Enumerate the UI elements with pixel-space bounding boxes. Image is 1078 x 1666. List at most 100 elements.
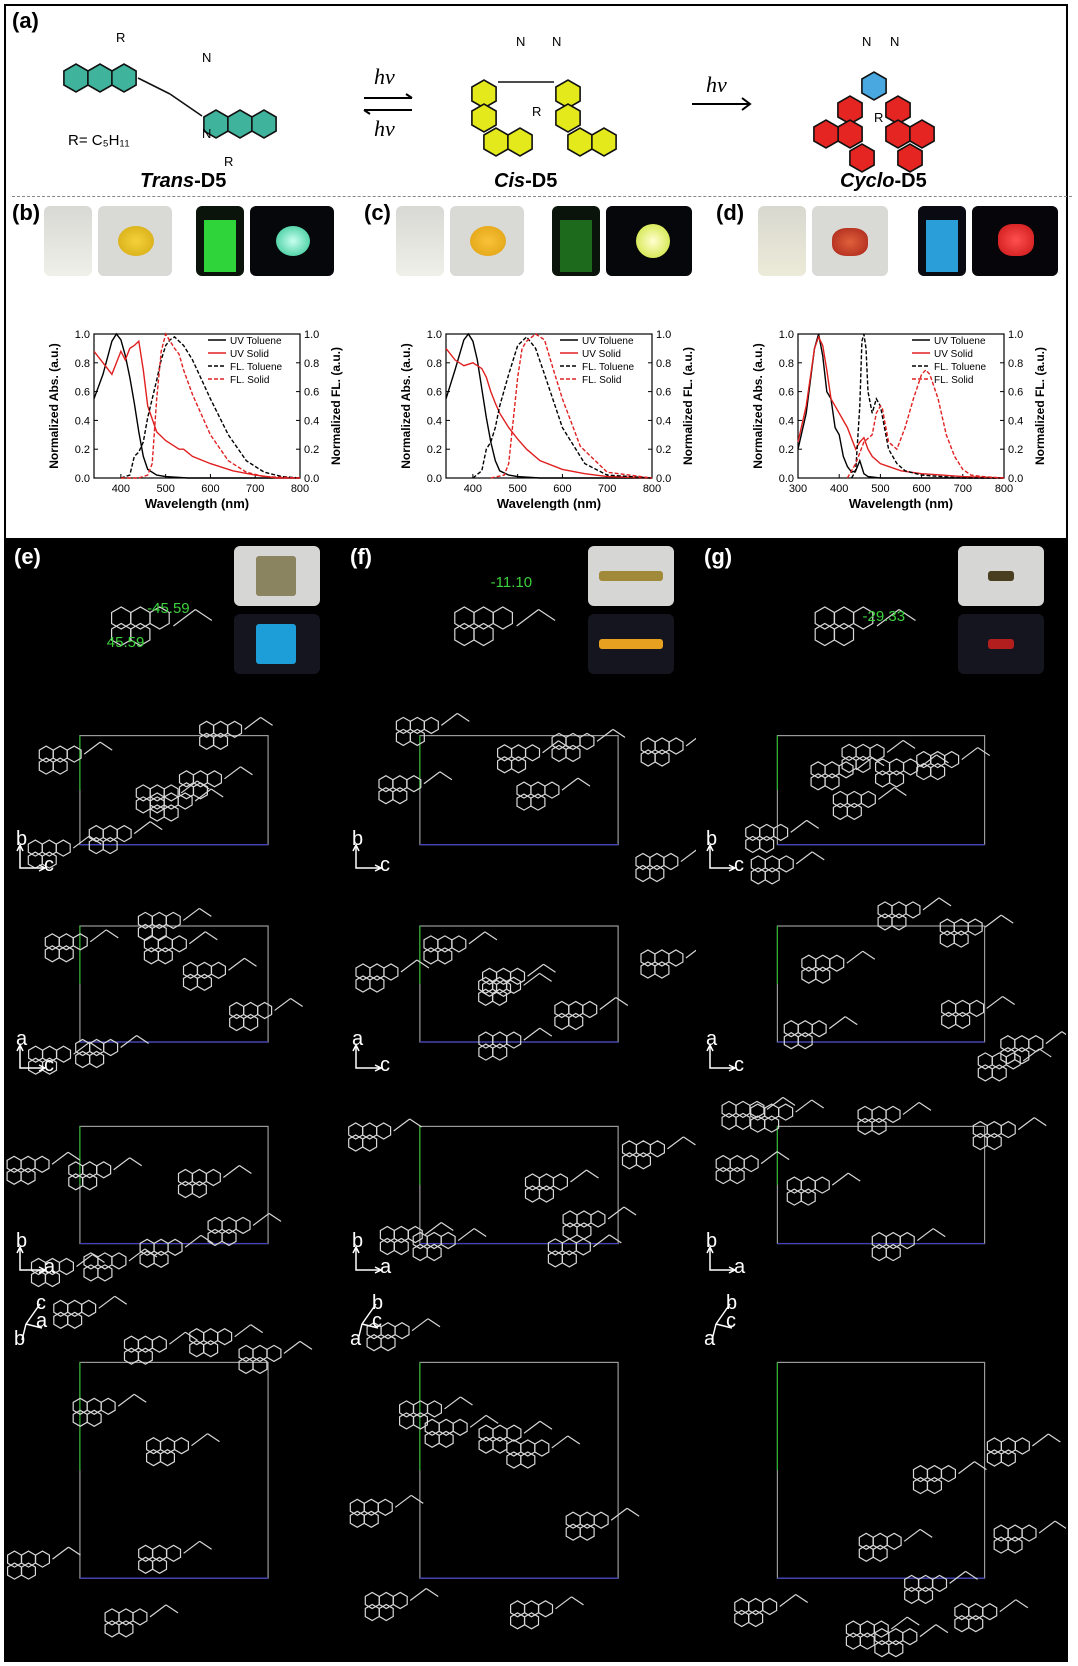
axis-label-horizontal: c: [734, 1054, 744, 1076]
alkyl-chain: [188, 931, 206, 945]
molecule-ring: [773, 823, 789, 842]
y-tick-label: 0.0: [779, 473, 794, 485]
molecule-ring: [783, 1032, 799, 1050]
molecule-ring: [649, 852, 665, 871]
molecule-ring: [174, 1437, 189, 1455]
molecule-ring: [497, 756, 513, 774]
molecule-ring: [191, 1180, 207, 1199]
alkyl-chain: [607, 1206, 625, 1220]
molecule-ring: [941, 999, 957, 1018]
alkyl-chain: [468, 931, 486, 945]
powder-uv-photo-c: [606, 206, 692, 276]
molecule-ring: [146, 1437, 161, 1455]
molecule-ring: [149, 796, 165, 814]
molecule-ring: [815, 954, 831, 972]
legend-entry: FL. Toluene: [934, 362, 987, 373]
alkyl-chain: [1045, 1031, 1063, 1045]
molecule-ring: [362, 1122, 378, 1140]
crystal-packing-drawing: [28, 907, 303, 1075]
molecule-ring: [516, 793, 532, 811]
molecule-ring: [955, 999, 971, 1018]
y-tick-label: 0.6: [427, 387, 442, 399]
molecule-ring: [392, 1591, 408, 1610]
molecule-ring: [88, 824, 104, 843]
series-line-fl-toluene: [850, 333, 1004, 479]
molecule-ring: [506, 976, 522, 994]
y-axis-label: Normalized Abs. (a.u.): [751, 343, 765, 469]
molecule-ring: [213, 720, 229, 738]
molecule-ring: [157, 935, 173, 953]
molecule-ring: [506, 1031, 522, 1049]
molecule-ring: [437, 935, 453, 953]
molecule-ring: [102, 824, 118, 843]
molecule-ring: [811, 1020, 827, 1038]
panel-label-a: (a): [12, 8, 39, 33]
molecule-ring: [565, 1523, 581, 1541]
molecule-ring: [903, 758, 919, 776]
molecule-ring: [362, 1134, 378, 1152]
axis-arrow-icon: [16, 843, 47, 872]
molecule-ring: [874, 1640, 890, 1658]
alkyl-chain: [516, 609, 539, 627]
molecule-ring: [800, 1188, 816, 1206]
alkyl-chain: [1054, 1520, 1066, 1530]
alkyl-chain: [485, 1414, 499, 1424]
molecule-ring: [654, 737, 670, 755]
alkyl-chain: [409, 1588, 427, 1601]
cis-ring: [555, 103, 581, 133]
molecule-ring: [889, 758, 905, 776]
alkyl-chain: [1032, 1433, 1049, 1447]
molecule-ring: [640, 749, 656, 767]
molecule-ring: [1007, 1536, 1023, 1554]
alkyl-chain: [394, 1494, 412, 1508]
molecule-ring: [492, 976, 508, 994]
molecule-ring: [800, 1176, 816, 1194]
crystal-packing-drawing: [378, 712, 696, 883]
molecule-ring: [885, 1231, 901, 1250]
cuvette-photo-c: [396, 206, 444, 276]
x-tick-label: 800: [291, 483, 309, 495]
r-atom-label: R: [224, 154, 233, 169]
molecule-ring: [81, 1299, 97, 1317]
molecule-ring: [355, 963, 371, 981]
spectra-chart-d: 300 400 500 600 700 800 0.0 0.0 0.2 0.2 0.4 0.4 0.6 0…: [750, 326, 1050, 527]
unit-cell-box: [79, 925, 269, 1043]
molecule-ring: [423, 935, 439, 953]
x-axis-label: Wavelength (nm): [145, 496, 249, 511]
cis-d5-name: Cis-D5: [494, 170, 558, 192]
alkyl-chain: [484, 931, 498, 941]
molecule-ring: [635, 1140, 651, 1158]
molecule-ring: [871, 1243, 887, 1262]
molecule-ring: [786, 1176, 802, 1194]
alkyl-chain: [539, 972, 552, 982]
x-tick-label: 600: [201, 483, 219, 495]
trans-ring: [87, 63, 113, 93]
torsion-angle-label: -45.59: [147, 600, 190, 617]
molecule-ring: [153, 1250, 169, 1268]
y2-tick-label: 0.8: [1008, 358, 1023, 370]
alkyl-chain: [538, 609, 556, 621]
molecule-ring: [764, 855, 780, 873]
alkyl-chain: [133, 1393, 147, 1403]
molecule-ring: [749, 1100, 765, 1119]
alkyl-chain: [782, 1096, 796, 1106]
panel-label-b: (b): [12, 200, 41, 225]
molecule-ring: [138, 1544, 154, 1562]
molecule-ring: [510, 1600, 526, 1618]
molecule-ring: [34, 1155, 50, 1173]
molecule-ring: [166, 1544, 182, 1562]
molecule-ring: [473, 622, 494, 647]
axis-label-vertical: b: [16, 1230, 28, 1252]
alkyl-chain: [685, 737, 696, 747]
molecule-ring: [859, 1620, 875, 1638]
molecule-ring: [82, 1173, 98, 1191]
molecule-ring: [872, 1544, 888, 1562]
x-tick-label: 600: [912, 483, 930, 495]
n-atom-label: N: [202, 126, 211, 141]
axis-arrow-icon: [706, 843, 737, 872]
alkyl-chain: [551, 1435, 569, 1449]
molecule-ring: [182, 973, 198, 991]
unit-cell-box: [419, 734, 619, 846]
molecule-ring: [380, 1334, 396, 1352]
